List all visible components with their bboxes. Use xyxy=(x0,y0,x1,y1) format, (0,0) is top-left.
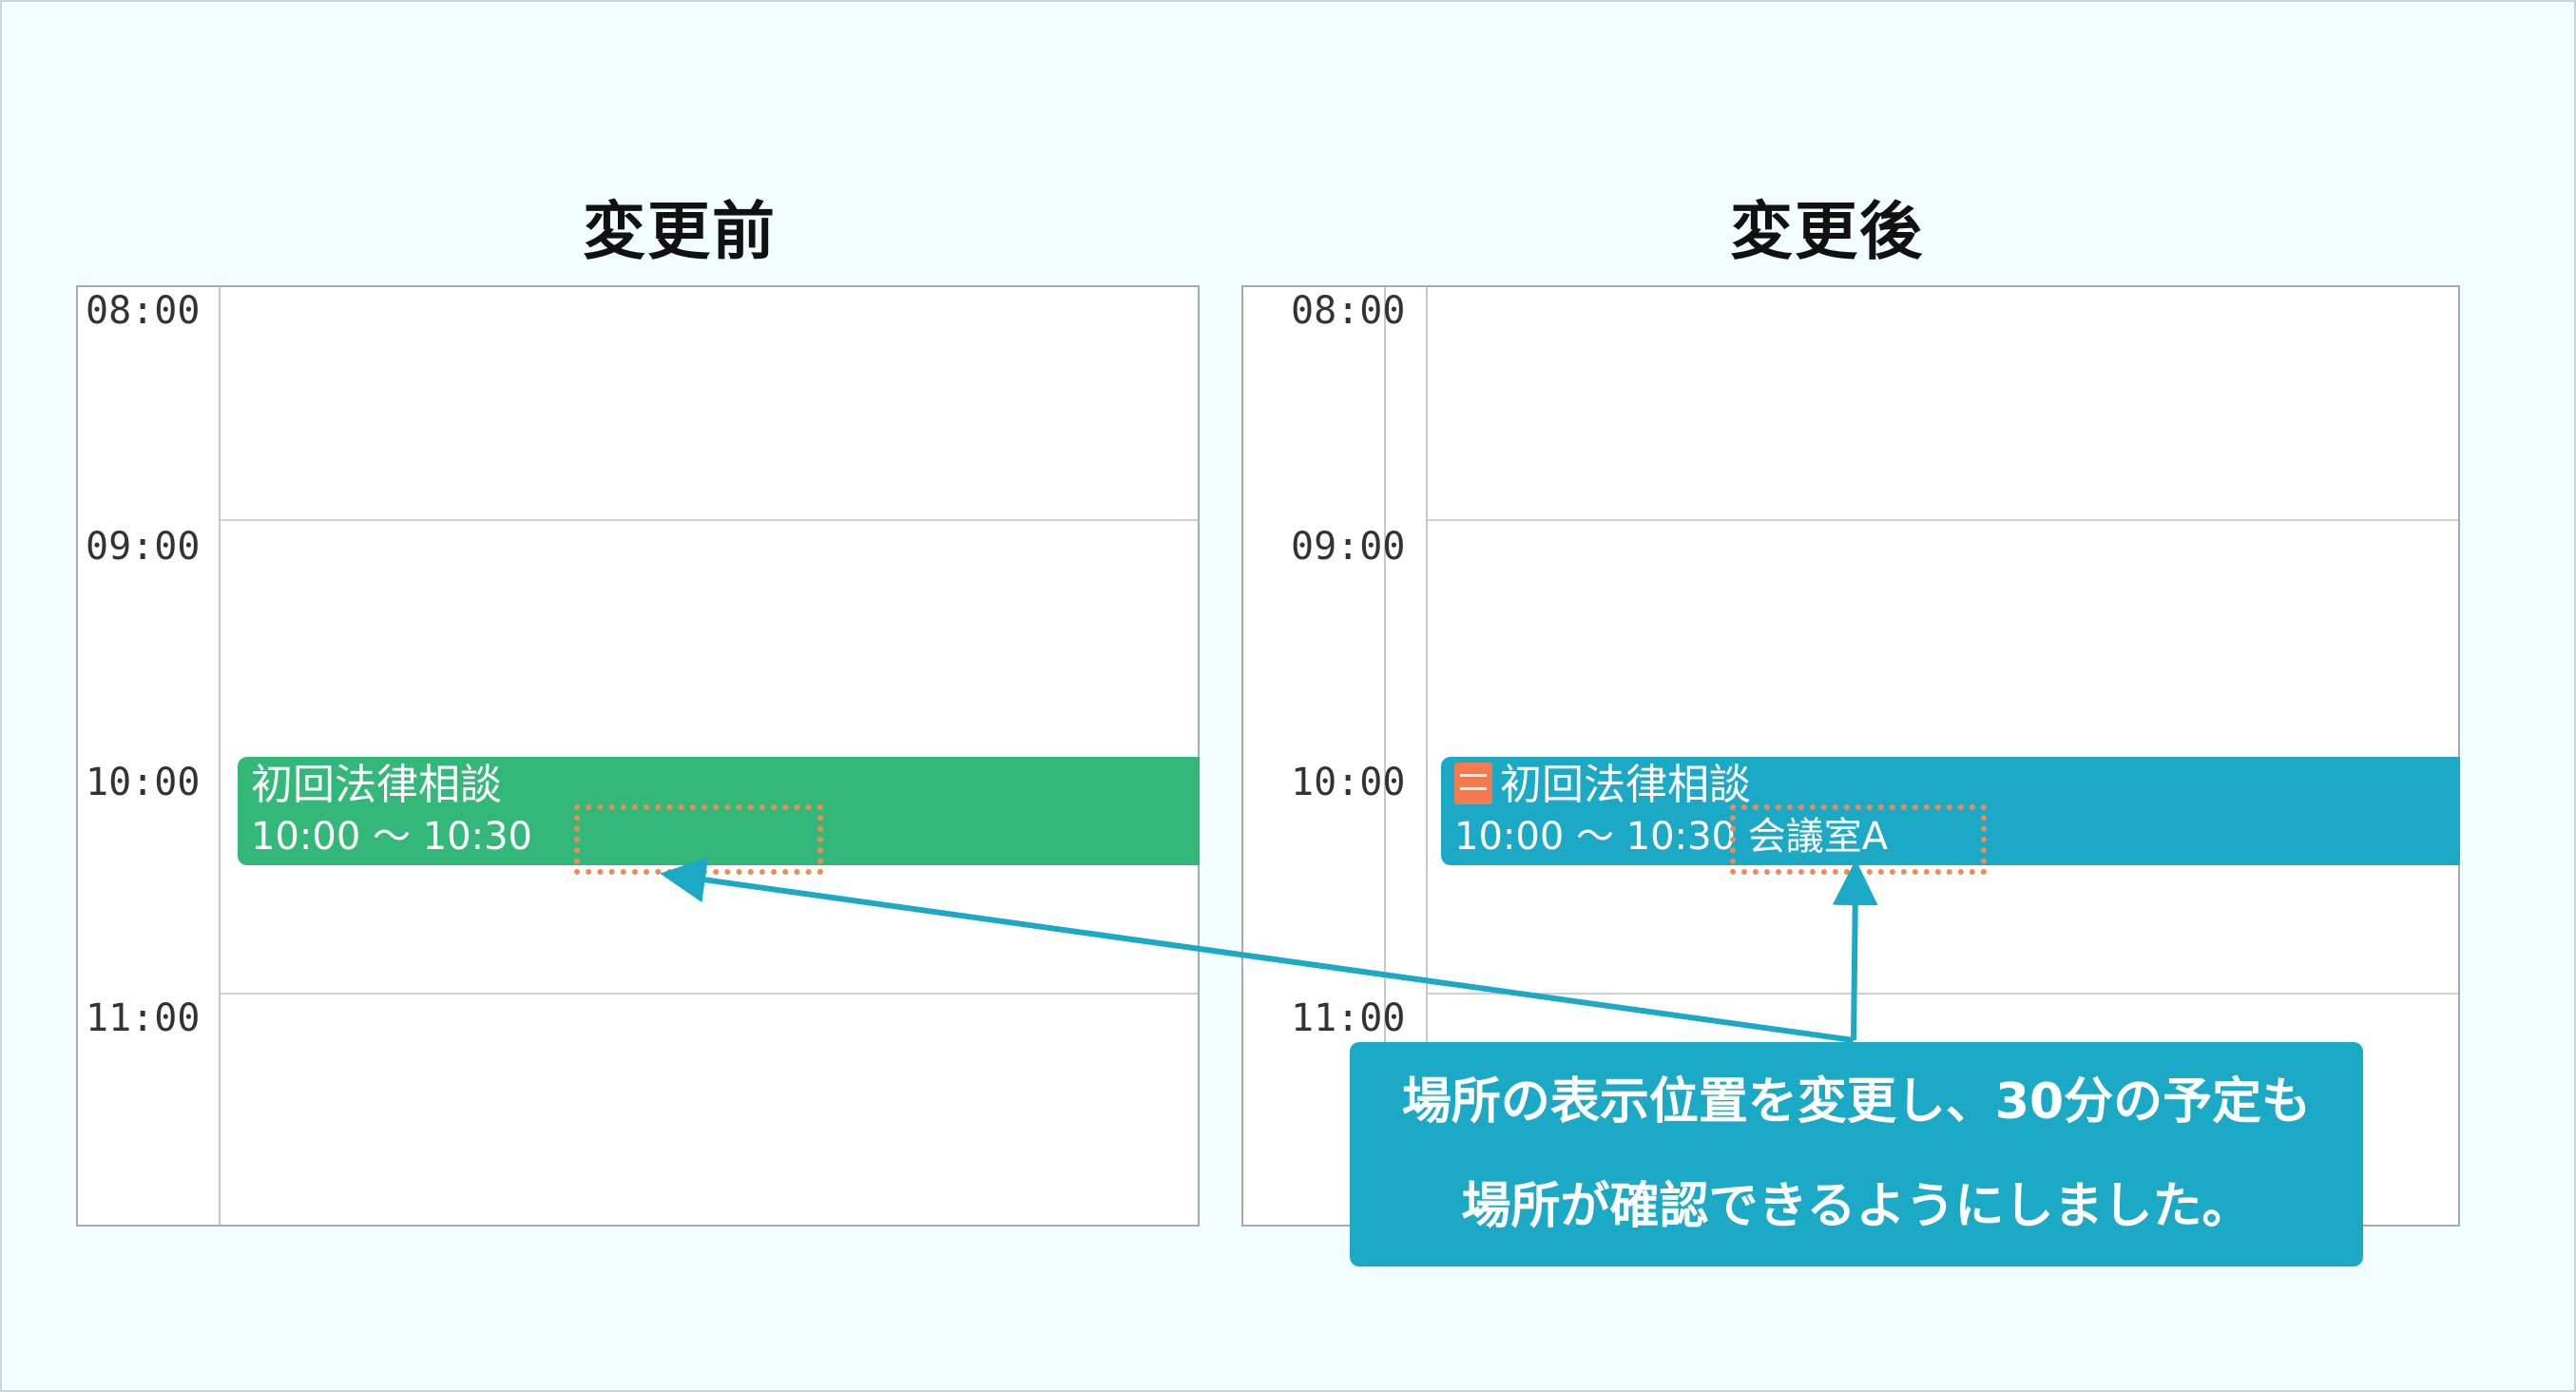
room-icon xyxy=(1454,763,1492,804)
time-label: 08:00 xyxy=(86,289,201,333)
hour-divider xyxy=(221,519,1198,521)
time-label: 08:00 xyxy=(1291,289,1406,333)
calendar-event[interactable]: 初回法律相談 10:00 ～ 10:30 xyxy=(238,757,1200,865)
time-column-border xyxy=(1243,287,1428,1225)
event-location: 会議室A xyxy=(1747,815,1889,859)
event-title-row: 初回法律相談 xyxy=(1454,761,2460,810)
callout-box: 場所の表示位置を変更し、30分の予定も 場所が確認できるようにしました。 xyxy=(1350,1042,2363,1266)
arrow-to-before xyxy=(660,857,1855,1043)
hour-divider xyxy=(1428,993,2458,995)
event-time: 10:00 ～ 10:30 xyxy=(251,815,532,859)
time-label: 11:00 xyxy=(1291,996,1406,1040)
before-heading: 変更前 xyxy=(583,195,777,268)
time-column: 08:00 09:00 10:00 11:00 xyxy=(1243,287,1405,1225)
calendar-event[interactable]: 初回法律相談 10:00 ～ 10:30 会議室A xyxy=(1441,757,2460,865)
time-label: 09:00 xyxy=(1291,525,1406,569)
event-time: 10:00 ～ 10:30 xyxy=(1454,815,1736,859)
hour-divider xyxy=(1428,519,2458,521)
callout-line-2: 場所が確認できるようにしました。 xyxy=(1461,1178,2252,1235)
callout-line-1: 場所の表示位置を変更し、30分の予定も xyxy=(1401,1073,2312,1131)
after-heading: 変更後 xyxy=(1730,195,1924,268)
time-label: 09:00 xyxy=(86,525,201,569)
before-calendar: 08:00 09:00 10:00 11:00 初回法律相談 10:00 ～ 1… xyxy=(76,285,1200,1227)
event-title: 初回法律相談 xyxy=(1500,761,1751,809)
event-time-row: 10:00 ～ 10:30 会議室A xyxy=(1454,810,2460,863)
time-label: 10:00 xyxy=(1291,761,1406,804)
time-column: 08:00 09:00 10:00 11:00 xyxy=(78,287,221,1225)
time-label: 11:00 xyxy=(86,996,201,1040)
time-label: 10:00 xyxy=(86,761,201,804)
hour-divider xyxy=(221,993,1198,995)
arrow-to-after xyxy=(1832,860,1878,1041)
event-title: 初回法律相談 xyxy=(251,761,502,809)
